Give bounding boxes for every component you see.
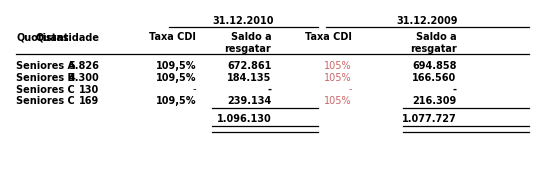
Text: resgatar: resgatar <box>225 44 271 54</box>
Text: Taxa CDI: Taxa CDI <box>149 32 196 42</box>
Text: -: - <box>349 84 352 95</box>
Text: 5.826: 5.826 <box>68 61 99 71</box>
Text: 109,5%: 109,5% <box>156 73 196 83</box>
Text: 105%: 105% <box>324 73 352 83</box>
Text: Seniores B: Seniores B <box>16 73 75 83</box>
Text: Quantidade: Quantidade <box>36 32 99 42</box>
Text: 239.134: 239.134 <box>227 96 271 106</box>
Text: Seniores C: Seniores C <box>16 84 75 95</box>
Text: Saldo a: Saldo a <box>416 32 456 42</box>
Text: -: - <box>193 84 196 95</box>
Text: -: - <box>453 84 456 95</box>
Text: 169: 169 <box>79 96 99 106</box>
Text: 216.309: 216.309 <box>412 96 456 106</box>
Text: 4.300: 4.300 <box>68 73 99 83</box>
Text: 694.858: 694.858 <box>412 61 456 71</box>
Text: -: - <box>267 84 271 95</box>
Text: 109,5%: 109,5% <box>156 96 196 106</box>
Text: Saldo a: Saldo a <box>231 32 271 42</box>
Text: 184.135: 184.135 <box>227 73 271 83</box>
Text: resgatar: resgatar <box>410 44 456 54</box>
Text: 1.077.727: 1.077.727 <box>402 114 456 124</box>
Text: 109,5%: 109,5% <box>156 61 196 71</box>
Text: 672.861: 672.861 <box>227 61 271 71</box>
Text: Quotistas: Quotistas <box>16 32 69 42</box>
Text: 105%: 105% <box>324 96 352 106</box>
Text: Seniores C: Seniores C <box>16 96 75 106</box>
Text: 31.12.2010: 31.12.2010 <box>213 16 274 26</box>
Text: 31.12.2009: 31.12.2009 <box>397 16 458 26</box>
Text: Taxa CDI: Taxa CDI <box>305 32 352 42</box>
Text: 130: 130 <box>79 84 99 95</box>
Text: Seniores A: Seniores A <box>16 61 75 71</box>
Text: 105%: 105% <box>324 61 352 71</box>
Text: 166.560: 166.560 <box>412 73 456 83</box>
Text: 1.096.130: 1.096.130 <box>216 114 271 124</box>
